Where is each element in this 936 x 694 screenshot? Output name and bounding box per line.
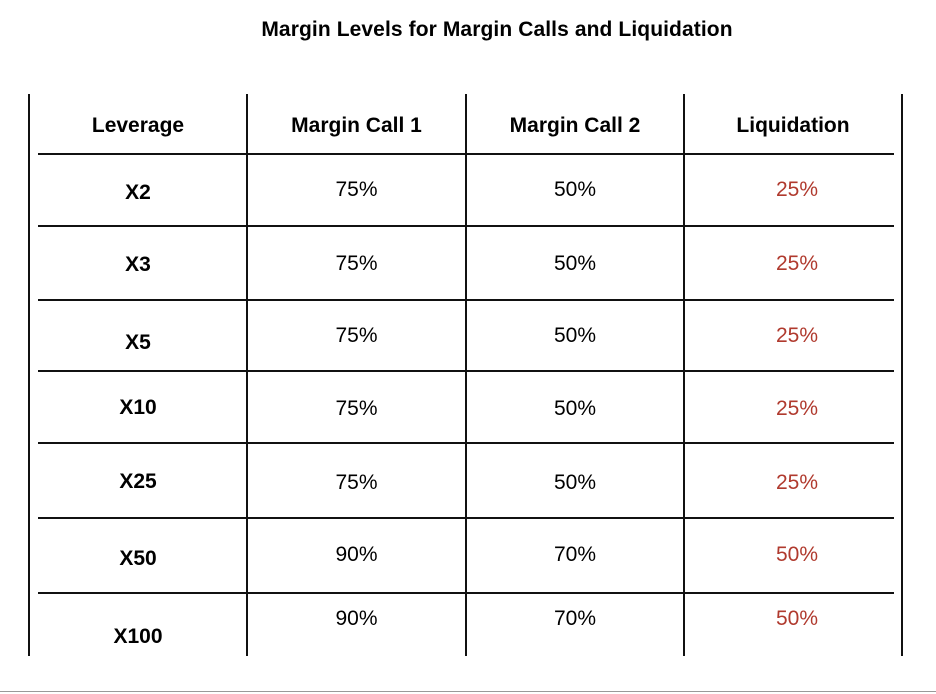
table-border-right (901, 94, 903, 656)
column-header-leverage: Leverage (91, 114, 185, 137)
bottom-divider (0, 691, 936, 692)
margin-call-2-cell: 70% (553, 543, 597, 566)
margin-call-1-cell: 75% (335, 397, 378, 420)
column-header-margin-call-1: Margin Call 1 (291, 114, 422, 137)
column-divider-2 (465, 94, 467, 656)
margin-call-2-cell: 70% (553, 607, 597, 630)
leverage-cell: X10 (119, 396, 157, 419)
column-divider-1 (246, 94, 248, 656)
margin-call-1-cell: 75% (335, 324, 378, 347)
margin-call-2-cell: 50% (553, 471, 597, 494)
table-border-left (28, 94, 30, 656)
row-divider-2 (38, 299, 894, 301)
margin-call-2-cell: 50% (553, 178, 597, 201)
leverage-cell: X100 (113, 625, 163, 648)
margin-call-1-cell: 75% (335, 471, 378, 494)
margin-call-2-cell: 50% (553, 252, 597, 275)
row-divider-5 (38, 517, 894, 519)
margin-call-2-cell: 50% (553, 397, 597, 420)
column-divider-3 (683, 94, 685, 656)
column-header-margin-call-2: Margin Call 2 (509, 114, 641, 137)
margin-call-1-cell: 90% (335, 543, 378, 566)
liquidation-cell: 25% (775, 397, 819, 420)
liquidation-cell: 25% (775, 471, 819, 494)
page-title: Margin Levels for Margin Calls and Liqui… (261, 18, 733, 41)
row-divider-4 (38, 442, 894, 444)
liquidation-cell: 25% (775, 178, 819, 201)
leverage-cell: X5 (125, 331, 151, 354)
leverage-cell: X50 (119, 547, 157, 570)
margin-call-1-cell: 90% (335, 607, 378, 630)
liquidation-cell: 50% (775, 607, 819, 630)
header-divider (38, 153, 894, 155)
liquidation-cell: 25% (775, 324, 819, 347)
row-divider-1 (38, 225, 894, 227)
liquidation-cell: 50% (775, 543, 819, 566)
margin-call-1-cell: 75% (335, 252, 378, 275)
leverage-cell: X2 (125, 181, 151, 204)
margin-call-1-cell: 75% (335, 178, 378, 201)
column-header-liquidation: Liquidation (736, 114, 850, 137)
leverage-cell: X3 (125, 253, 151, 276)
row-divider-6 (38, 592, 894, 594)
leverage-cell: X25 (119, 470, 157, 493)
liquidation-cell: 25% (775, 252, 819, 275)
margin-call-2-cell: 50% (553, 324, 597, 347)
row-divider-3 (38, 370, 894, 372)
